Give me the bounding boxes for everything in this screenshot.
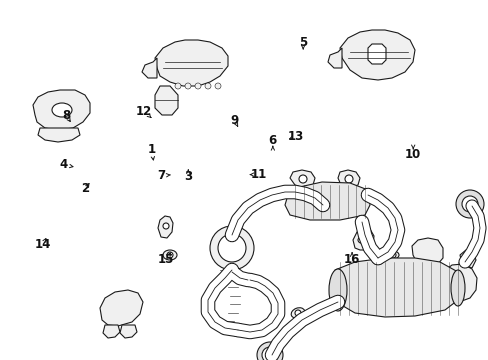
Ellipse shape <box>163 250 177 260</box>
Circle shape <box>389 252 395 258</box>
Circle shape <box>294 310 301 316</box>
Text: 14: 14 <box>34 238 51 251</box>
Polygon shape <box>339 30 414 80</box>
Text: 5: 5 <box>299 36 306 49</box>
Polygon shape <box>142 58 157 78</box>
Circle shape <box>345 175 352 183</box>
Circle shape <box>175 83 181 89</box>
Polygon shape <box>38 128 80 142</box>
Text: 7: 7 <box>157 169 165 182</box>
Ellipse shape <box>386 251 398 259</box>
Ellipse shape <box>328 269 346 311</box>
Polygon shape <box>120 325 137 338</box>
Text: 8: 8 <box>62 109 70 122</box>
Text: 11: 11 <box>250 168 267 181</box>
Circle shape <box>298 204 306 212</box>
Circle shape <box>215 83 221 89</box>
Polygon shape <box>100 290 142 326</box>
Text: 10: 10 <box>404 148 421 161</box>
Polygon shape <box>155 40 227 86</box>
Polygon shape <box>352 228 373 250</box>
Text: 13: 13 <box>287 130 304 143</box>
Circle shape <box>167 252 173 258</box>
Text: 16: 16 <box>343 253 360 266</box>
Circle shape <box>195 83 201 89</box>
Circle shape <box>163 223 169 229</box>
Text: 3: 3 <box>184 170 192 183</box>
Polygon shape <box>415 265 433 278</box>
Polygon shape <box>411 238 442 268</box>
Circle shape <box>461 196 477 212</box>
Circle shape <box>257 342 283 360</box>
Text: 2: 2 <box>81 183 89 195</box>
Polygon shape <box>158 216 173 238</box>
Polygon shape <box>327 48 341 68</box>
Text: 12: 12 <box>136 105 152 118</box>
Circle shape <box>218 234 245 262</box>
Circle shape <box>294 200 310 216</box>
Polygon shape <box>103 325 120 338</box>
Text: 15: 15 <box>158 253 174 266</box>
Ellipse shape <box>52 103 72 117</box>
Text: 9: 9 <box>230 114 238 127</box>
Text: 4: 4 <box>60 158 67 171</box>
Ellipse shape <box>291 308 304 318</box>
Polygon shape <box>437 264 476 302</box>
Polygon shape <box>33 90 90 130</box>
Ellipse shape <box>357 237 367 243</box>
Circle shape <box>262 347 278 360</box>
Circle shape <box>204 83 210 89</box>
Polygon shape <box>155 86 178 115</box>
Polygon shape <box>337 170 359 188</box>
Text: 1: 1 <box>147 143 155 156</box>
Text: 6: 6 <box>268 134 276 147</box>
Circle shape <box>455 190 483 218</box>
Polygon shape <box>459 250 475 268</box>
Polygon shape <box>332 258 461 317</box>
Circle shape <box>209 226 253 270</box>
Polygon shape <box>367 44 385 64</box>
Ellipse shape <box>450 270 464 306</box>
Circle shape <box>298 175 306 183</box>
Circle shape <box>184 83 191 89</box>
Polygon shape <box>289 170 314 188</box>
Polygon shape <box>285 182 369 220</box>
